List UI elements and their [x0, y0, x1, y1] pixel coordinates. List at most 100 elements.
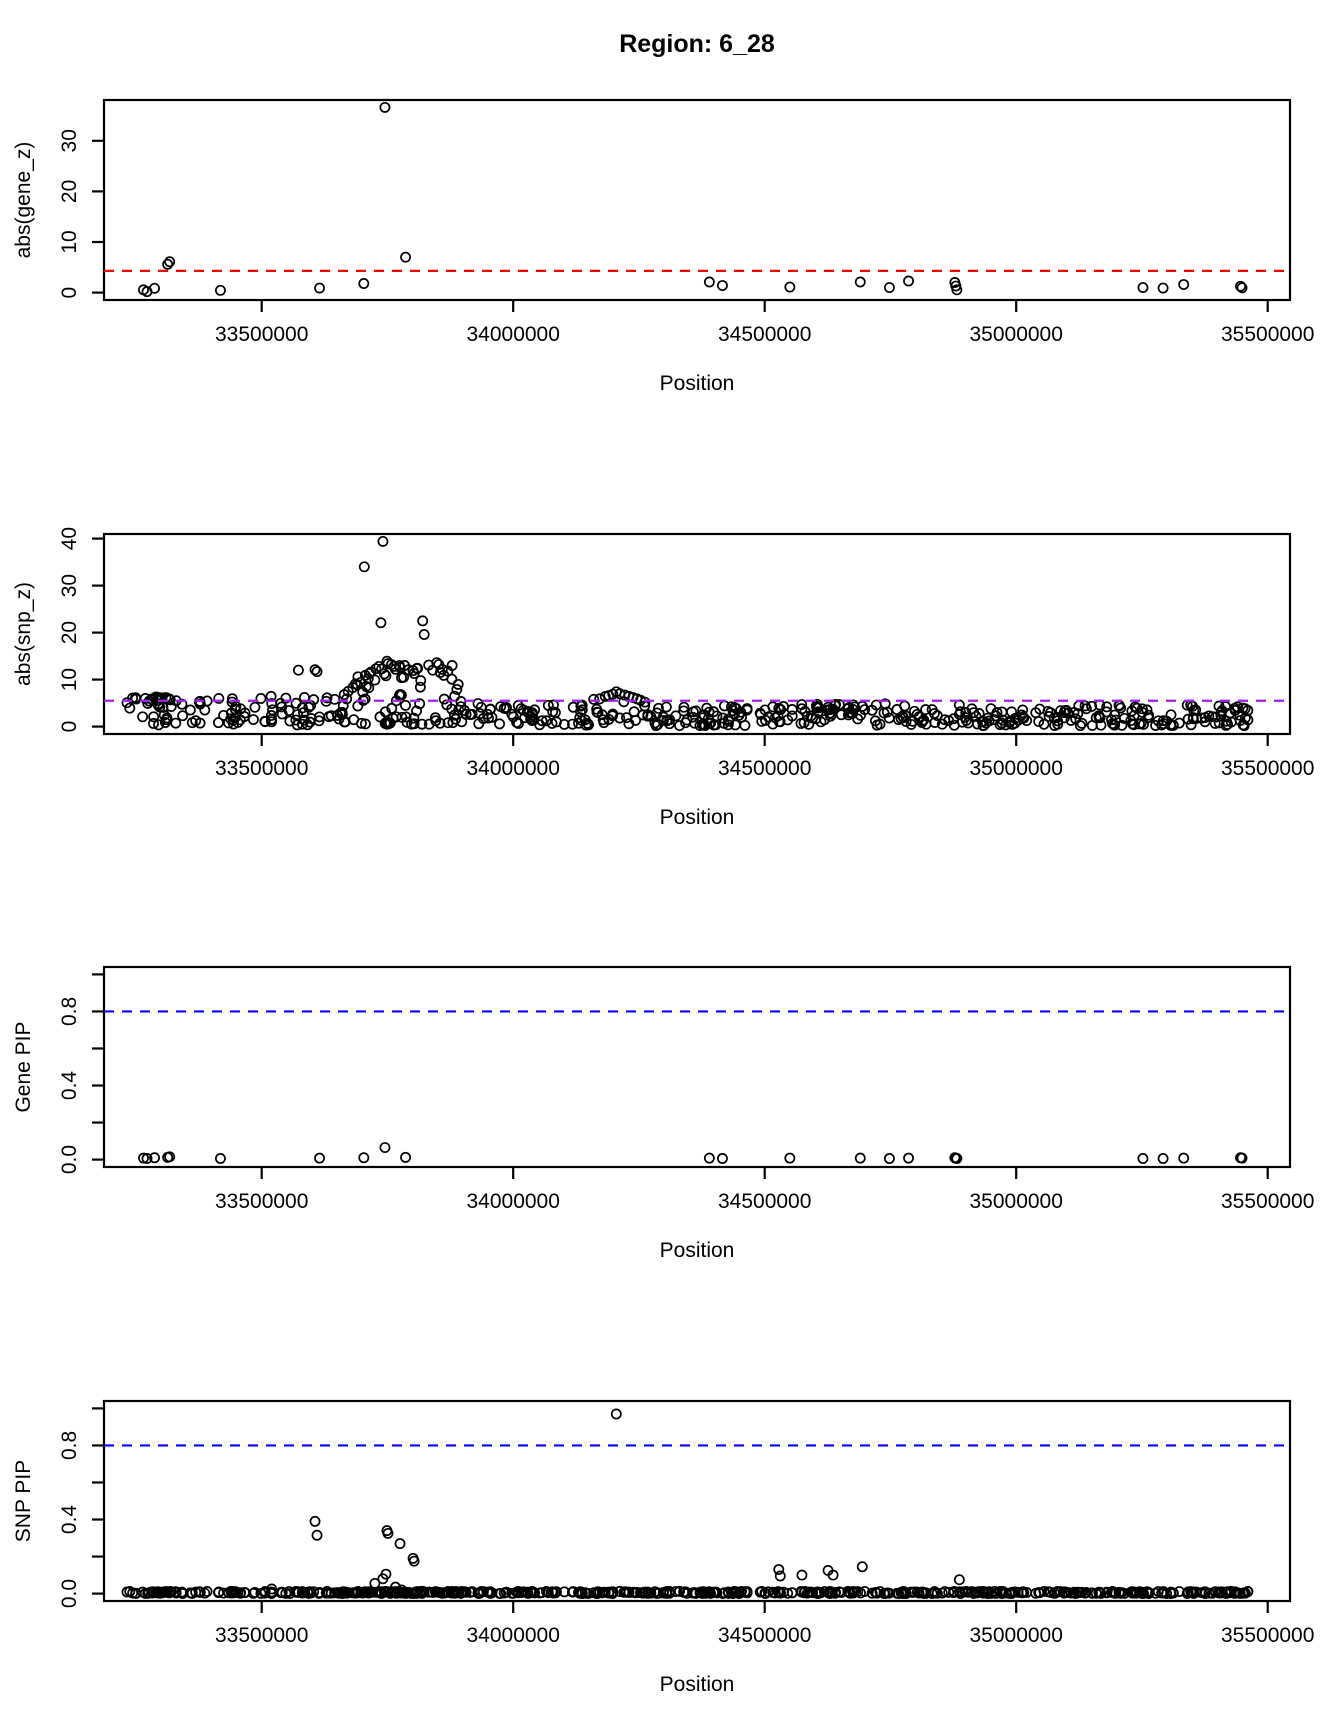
- data-point-gene_pip: [314, 1152, 325, 1164]
- data-point-abs_snp_z: [382, 717, 394, 729]
- x-tick-label: 33500000: [215, 1624, 308, 1647]
- data-point-abs_snp_z: [276, 701, 288, 713]
- data-point-snp_pip: [1213, 1586, 1225, 1598]
- data-point-snp_pip: [829, 1587, 841, 1599]
- data-point-snp_pip: [871, 1587, 883, 1599]
- data-point-abs_snp_z: [718, 717, 730, 729]
- x-tick-label: 34000000: [466, 1190, 559, 1213]
- data-point-snp_pip: [822, 1587, 834, 1599]
- data-point-snp_pip: [996, 1588, 1008, 1600]
- data-point-snp_pip: [931, 1587, 943, 1599]
- data-point-abs_snp_z: [176, 698, 188, 710]
- data-point-snp_pip: [512, 1586, 524, 1597]
- data-point-abs_snp_z: [1116, 719, 1128, 731]
- data-point-snp_pip: [159, 1586, 171, 1598]
- data-point-abs_snp_z: [1052, 718, 1064, 730]
- data-point-abs_snp_z: [379, 706, 391, 718]
- data-point-abs_snp_z: [1127, 718, 1139, 730]
- data-point-abs_snp_z: [375, 617, 387, 629]
- data-point-snp_pip: [702, 1587, 714, 1598]
- data-point-gene_pip: [951, 1153, 963, 1164]
- data-point-abs_gene_z: [1178, 279, 1190, 290]
- data-point-abs_snp_z: [687, 706, 699, 718]
- x-tick-label: 34500000: [718, 323, 811, 346]
- data-point-snp_pip: [438, 1587, 450, 1599]
- data-point-abs_snp_z: [1187, 712, 1199, 724]
- data-point-snp_pip: [321, 1585, 333, 1597]
- data-point-snp_pip: [983, 1586, 995, 1598]
- data-point-snp_pip: [302, 1586, 313, 1598]
- data-point-abs_snp_z: [386, 702, 398, 714]
- data-point-abs_snp_z: [350, 678, 361, 690]
- data-point-abs_gene_z: [903, 275, 915, 287]
- x-tick-label: 34000000: [466, 757, 559, 780]
- data-point-gene_pip: [358, 1152, 370, 1164]
- data-point-snp_pip: [394, 1538, 406, 1550]
- x-tick-label: 35000000: [969, 757, 1062, 780]
- data-point-abs_snp_z: [1017, 704, 1029, 716]
- data-point-abs_gene_z: [215, 284, 226, 296]
- y-tick-label: 20: [58, 180, 81, 203]
- data-point-snp_pip: [1090, 1587, 1102, 1599]
- data-point-abs_snp_z: [1229, 702, 1241, 714]
- data-point-abs_snp_z: [534, 719, 546, 731]
- data-point-abs_snp_z: [309, 664, 321, 676]
- data-point-snp_pip: [796, 1586, 808, 1598]
- data-point-snp_pip: [859, 1585, 871, 1597]
- data-point-snp_pip: [311, 1529, 323, 1541]
- data-point-abs_snp_z: [1058, 712, 1070, 724]
- x-tick-label: 33500000: [215, 757, 308, 780]
- data-point-abs_snp_z: [708, 706, 720, 718]
- data-point-snp_pip: [415, 1586, 427, 1598]
- data-point-abs_snp_z: [276, 708, 288, 720]
- data-point-abs_snp_z: [418, 629, 430, 640]
- data-point-snp_pip: [852, 1586, 864, 1597]
- data-point-abs_snp_z: [796, 699, 808, 711]
- panel-box-abs_snp_z: [102, 532, 1292, 736]
- data-point-snp_pip: [352, 1585, 364, 1597]
- data-point-abs_snp_z: [653, 702, 664, 714]
- data-point-abs_snp_z: [844, 706, 856, 718]
- y-axis-title: SNP PIP: [12, 1460, 35, 1542]
- data-point-abs_snp_z: [694, 720, 706, 732]
- data-point-abs_snp_z: [466, 708, 478, 720]
- data-point-abs_snp_z: [1038, 718, 1050, 730]
- data-point-abs_snp_z: [500, 701, 512, 713]
- data-point-abs_gene_z: [1137, 282, 1149, 294]
- data-point-abs_snp_z: [926, 704, 938, 716]
- data-point-snp_pip: [199, 1587, 211, 1599]
- data-point-snp_pip: [124, 1586, 136, 1597]
- data-point-gene_pip: [903, 1152, 915, 1164]
- data-point-abs_gene_z: [784, 281, 796, 293]
- x-tick-label: 35000000: [969, 1190, 1062, 1213]
- data-point-abs_snp_z: [184, 704, 196, 716]
- data-point-abs_snp_z: [482, 708, 493, 720]
- data-point-gene_pip: [379, 1142, 391, 1154]
- x-tick-label: 34500000: [718, 1190, 811, 1213]
- data-point-abs_snp_z: [1129, 701, 1141, 713]
- data-point-abs_snp_z: [369, 674, 381, 686]
- data-point-abs_snp_z: [415, 675, 427, 687]
- data-point-abs_snp_z: [968, 707, 980, 719]
- data-point-abs_snp_z: [621, 712, 632, 724]
- data-point-abs_snp_z: [597, 714, 609, 726]
- data-point-abs_snp_z: [977, 715, 989, 727]
- data-point-abs_snp_z: [1182, 713, 1194, 725]
- x-tick-label: 35500000: [1221, 323, 1314, 346]
- data-point-abs_snp_z: [1009, 712, 1021, 724]
- data-point-abs_snp_z: [956, 716, 968, 728]
- data-point-abs_snp_z: [436, 663, 448, 675]
- data-point-snp_pip: [148, 1586, 160, 1598]
- y-tick-label: 20: [58, 621, 81, 644]
- data-point-abs_snp_z: [739, 719, 751, 731]
- data-point-snp_pip: [639, 1586, 651, 1598]
- data-point-snp_pip: [1242, 1586, 1254, 1597]
- data-point-abs_gene_z: [400, 251, 412, 263]
- data-point-abs_gene_z: [716, 280, 728, 291]
- data-point-abs_snp_z: [588, 693, 600, 705]
- data-point-abs_snp_z: [960, 707, 972, 718]
- data-point-abs_gene_z: [379, 101, 391, 113]
- data-point-abs_snp_z: [448, 709, 460, 721]
- x-tick-label: 35500000: [1221, 757, 1314, 780]
- data-point-abs_snp_z: [918, 714, 930, 726]
